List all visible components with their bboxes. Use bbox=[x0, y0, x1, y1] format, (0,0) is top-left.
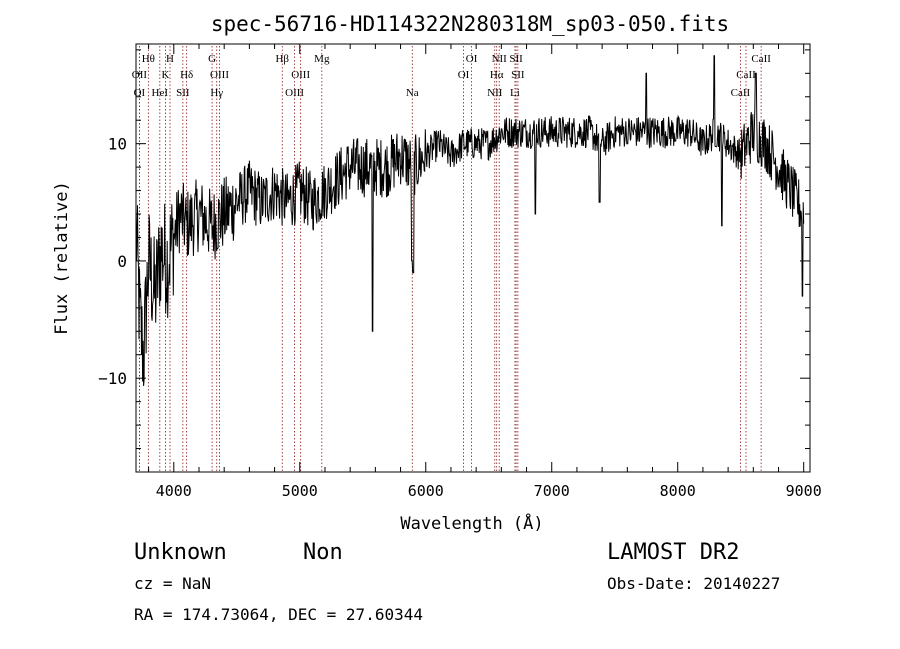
line-label: OI bbox=[134, 87, 146, 99]
line-label: OI bbox=[466, 53, 478, 65]
emission-line-markers bbox=[139, 46, 762, 472]
line-label: NII bbox=[487, 87, 503, 99]
line-label: SII bbox=[511, 69, 525, 81]
line-label: CaII bbox=[731, 87, 751, 99]
line-label: CaII bbox=[736, 69, 756, 81]
x-tick-label: 7000 bbox=[534, 482, 570, 500]
x-tick-label: 9000 bbox=[786, 482, 822, 500]
y-axis: −10 0 10 bbox=[98, 49, 810, 450]
emission-line-labels: HθOIIOIHKHeIHδSIIGOIIIHγHβOIIIOIIIMgNaOI… bbox=[132, 53, 771, 99]
line-label: Hθ bbox=[142, 53, 155, 65]
line-label: Na bbox=[406, 87, 419, 99]
line-label: OIII bbox=[291, 69, 310, 81]
x-axis: 4000 5000 6000 7000 8000 9000 bbox=[148, 44, 822, 500]
line-label: G bbox=[208, 53, 216, 65]
ra-dec-coords: RA = 174.73064, DEC = 27.60344 bbox=[134, 605, 423, 624]
x-tick-label: 4000 bbox=[156, 482, 192, 500]
line-label: H bbox=[166, 53, 174, 65]
plot-frame bbox=[135, 43, 811, 473]
line-label: SII bbox=[176, 87, 190, 99]
line-label: OII bbox=[132, 69, 148, 81]
line-label: Hδ bbox=[180, 69, 193, 81]
line-label: CaII bbox=[751, 53, 771, 65]
line-label: Hα bbox=[490, 69, 504, 81]
line-label: OIII bbox=[285, 87, 304, 99]
x-tick-label: 8000 bbox=[660, 482, 696, 500]
chart-title: spec-56716-HD114322N280318M_sp03-050.fit… bbox=[211, 12, 729, 36]
redshift-cz: cz = NaN bbox=[134, 574, 211, 593]
object-subclass: Non bbox=[303, 540, 343, 565]
spectrum-line bbox=[135, 55, 805, 387]
y-axis-label: Flux (relative) bbox=[52, 181, 72, 335]
line-label: SII bbox=[509, 53, 523, 65]
line-label: NII bbox=[492, 53, 508, 65]
obs-date: Obs-Date: 20140227 bbox=[607, 574, 780, 593]
line-label: OIII bbox=[210, 69, 229, 81]
line-label: Mg bbox=[314, 53, 330, 65]
line-label: Li bbox=[510, 87, 520, 99]
survey-name: LAMOST DR2 bbox=[607, 540, 739, 565]
x-tick-label: 5000 bbox=[282, 482, 318, 500]
object-class: Unknown bbox=[134, 540, 227, 565]
line-label: Hγ bbox=[210, 87, 223, 99]
y-tick-label: 10 bbox=[108, 135, 127, 154]
y-tick-label: 0 bbox=[117, 252, 127, 271]
line-label: K bbox=[162, 69, 170, 81]
line-label: Hβ bbox=[275, 53, 289, 65]
x-axis-label: Wavelength (Å) bbox=[400, 512, 543, 534]
line-label: OI bbox=[458, 69, 470, 81]
line-label: HeI bbox=[152, 87, 169, 99]
x-tick-label: 6000 bbox=[408, 482, 444, 500]
y-tick-label: −10 bbox=[98, 369, 127, 388]
